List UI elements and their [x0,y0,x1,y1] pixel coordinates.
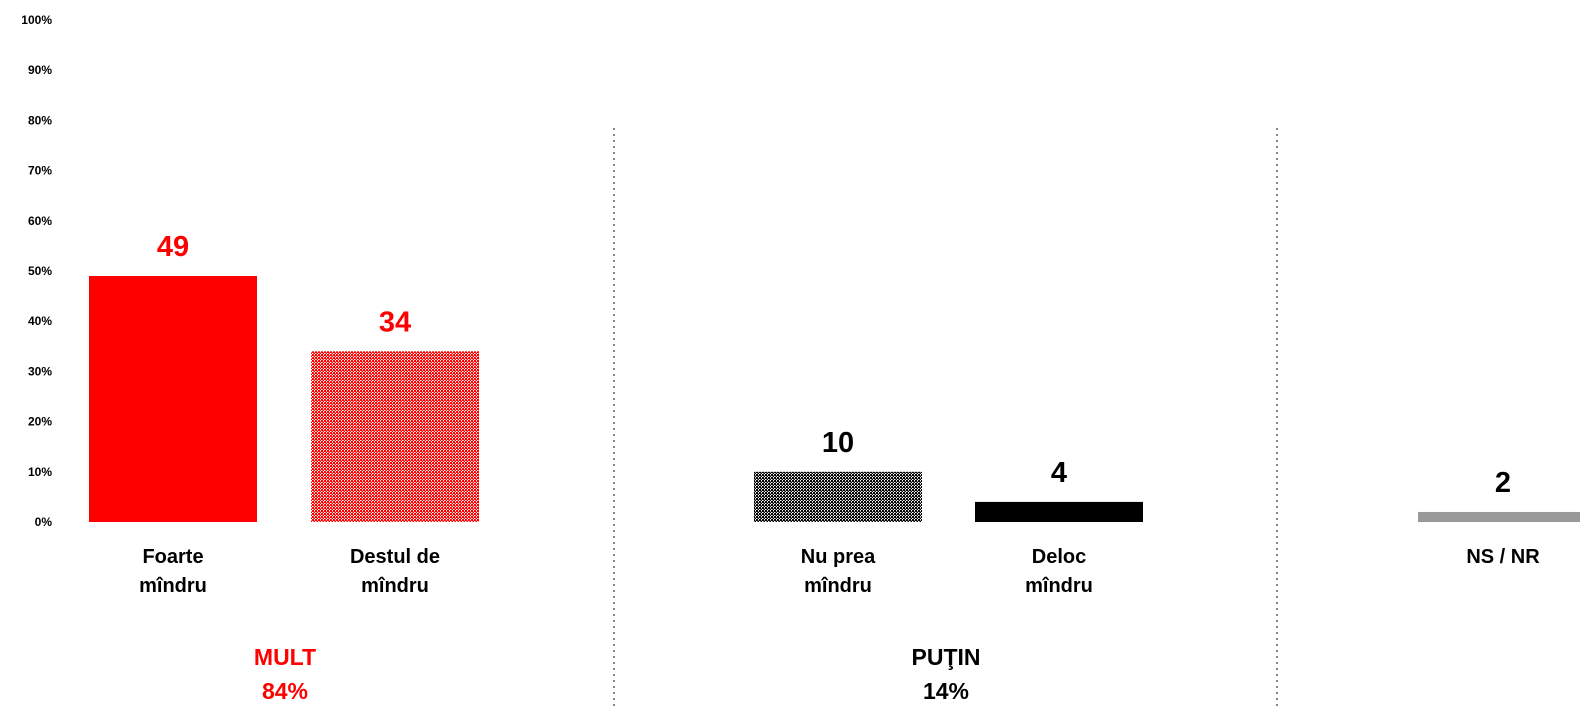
bar [975,501,1143,522]
bar [1418,511,1580,522]
y-tick-label: 20% [28,415,52,429]
data-label: 2 [1495,467,1511,499]
y-tick-label: 50% [28,264,52,278]
y-tick-label: 10% [28,465,52,479]
bar [89,276,257,522]
data-label: 4 [1051,457,1067,489]
y-tick-label: 0% [35,515,53,529]
data-label: 34 [379,306,411,338]
y-tick-label: 90% [28,63,52,77]
category-label: Foarte mîndru [139,546,207,597]
y-tick-label: 30% [28,364,52,378]
group-total: 84% [262,678,308,704]
category-label: Nu prea mîndru [801,546,876,597]
group-name: PUŢIN [912,644,981,670]
category-label: Destul de mîndru [350,546,440,597]
data-label: 10 [822,427,854,459]
category-label: Deloc mîndru [1025,546,1093,597]
y-tick-label: 80% [28,113,52,127]
group-name: MULT [254,644,316,670]
bars: 49 Foarte mîndru 34 Destul de mîndru 10 Nu prea… [89,231,1580,597]
group-dividers [613,128,1278,710]
y-tick-label: 40% [28,314,52,328]
y-tick-label: 70% [28,164,52,178]
group-total: 14% [923,678,969,704]
data-label: 49 [157,231,189,263]
bar [754,471,922,522]
y-tick-label: 100% [21,13,52,27]
y-tick-label: 60% [28,214,52,228]
category-label: NS / NR [1466,546,1540,568]
y-axis: 0% 10% 20% 30% 40% 50% 60% 70% 80% 90% 100% [21,13,52,529]
group-labels: MULT 84% PUŢIN 14% [254,644,981,704]
bar [311,351,479,522]
